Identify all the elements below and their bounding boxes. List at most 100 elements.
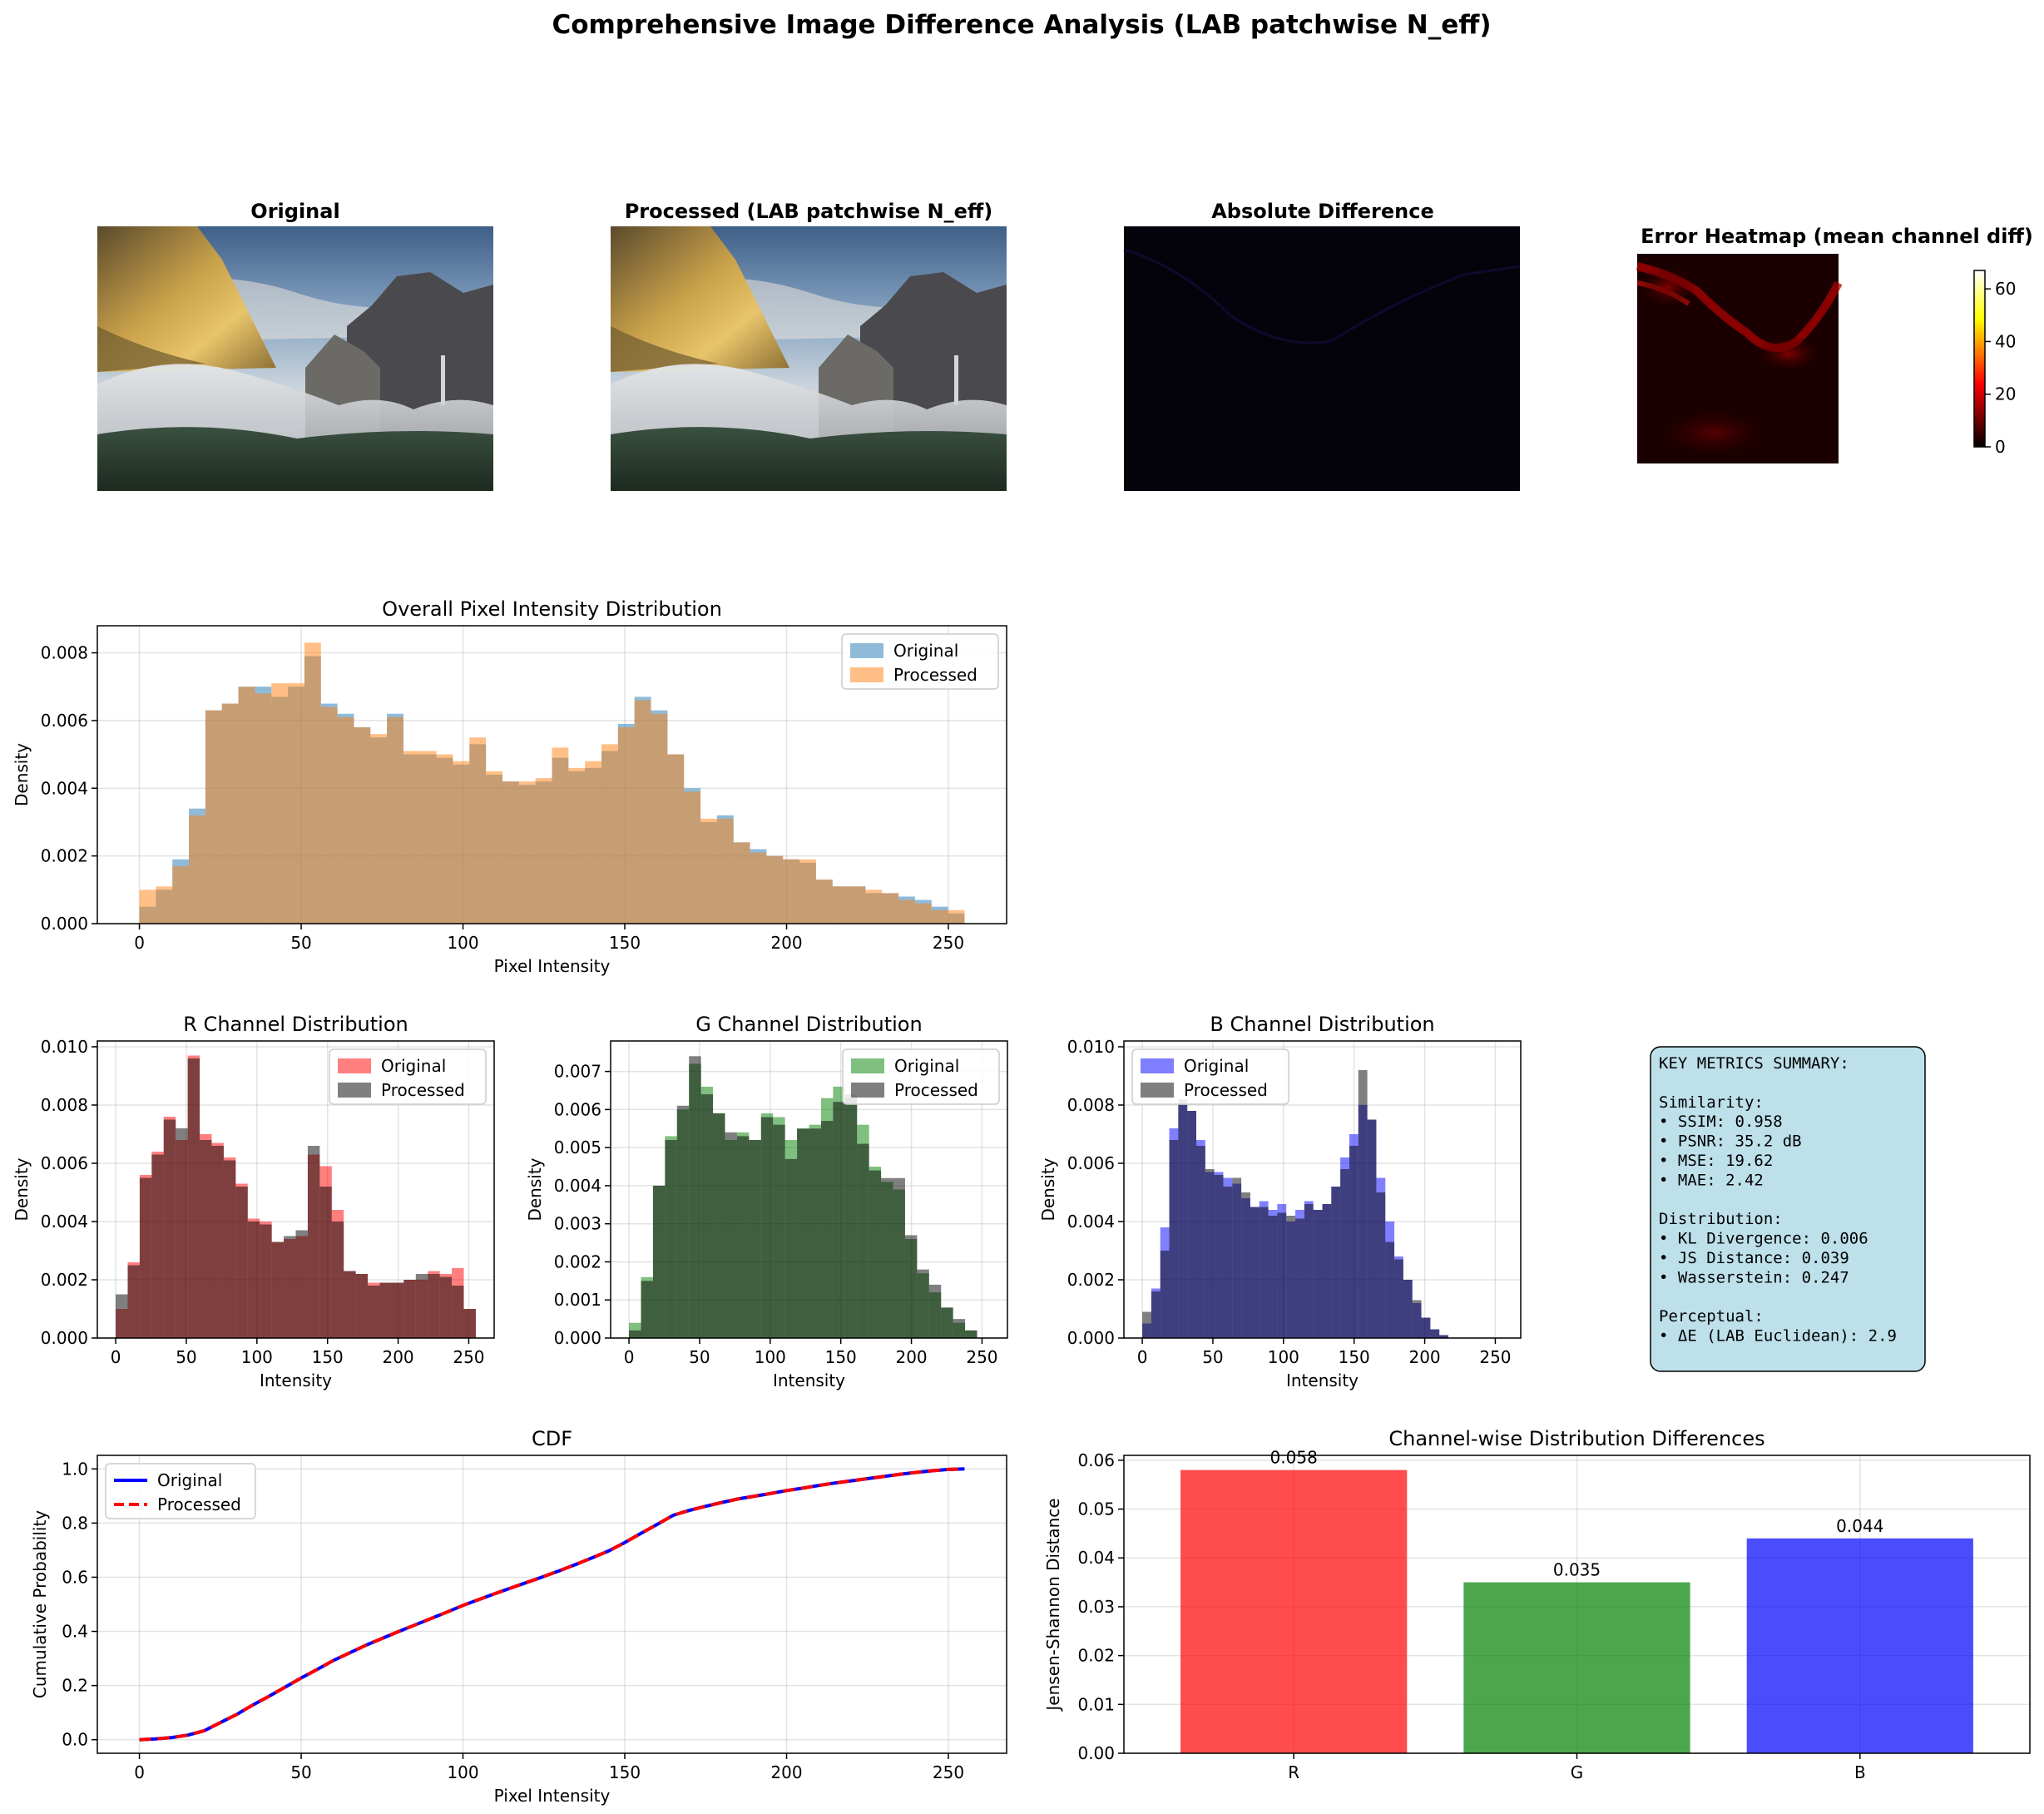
x-tick-label: G bbox=[1571, 1762, 1584, 1782]
histogram-bar bbox=[849, 886, 866, 924]
histogram-bar bbox=[1178, 1099, 1188, 1338]
x-tick-label: 100 bbox=[1268, 1347, 1299, 1367]
histogram-bar bbox=[223, 1160, 236, 1338]
legend-swatch-processed bbox=[1141, 1083, 1174, 1098]
legend-label-original: Original bbox=[381, 1056, 446, 1076]
histogram-bar bbox=[238, 686, 255, 924]
histogram-bar bbox=[271, 1242, 285, 1338]
legend: Original Processed bbox=[329, 1048, 487, 1105]
y-axis-label: Density bbox=[12, 1157, 32, 1221]
histogram-bar bbox=[1394, 1259, 1403, 1338]
colorbar-tick-label: 0 bbox=[1995, 437, 2006, 457]
metrics-line: • SSIM: 0.958 bbox=[1659, 1113, 1783, 1131]
histogram-bar bbox=[844, 1094, 858, 1338]
chart-title: R Channel Distribution bbox=[183, 1013, 408, 1036]
y-tick-label: 0.6 bbox=[62, 1567, 88, 1587]
histogram-bar bbox=[1223, 1187, 1233, 1338]
x-axis-label: Intensity bbox=[1286, 1370, 1359, 1390]
histogram-bar bbox=[344, 1271, 356, 1338]
histogram-bar bbox=[928, 1284, 942, 1338]
chart-title: G Channel Distribution bbox=[695, 1013, 922, 1036]
x-tick-label: 150 bbox=[1339, 1347, 1370, 1367]
metrics-line: • MSE: 19.62 bbox=[1659, 1152, 1773, 1170]
histogram-bar bbox=[1322, 1204, 1332, 1338]
histogram-bar bbox=[1313, 1210, 1323, 1338]
bar-b bbox=[1746, 1538, 1973, 1753]
series-processed bbox=[116, 1058, 476, 1338]
histogram-bar bbox=[713, 1113, 725, 1338]
y-tick-label: 0.000 bbox=[41, 914, 88, 934]
x-tick-label: 0 bbox=[1137, 1347, 1148, 1367]
y-tick-label: 0.010 bbox=[1067, 1037, 1115, 1057]
histogram-bar bbox=[1142, 1311, 1151, 1338]
y-tick-label: 0.003 bbox=[554, 1214, 601, 1234]
y-axis-label: Density bbox=[525, 1157, 545, 1221]
histogram-bar bbox=[881, 1177, 893, 1338]
histogram-bar bbox=[403, 1280, 416, 1338]
histogram-bar bbox=[205, 710, 222, 924]
histogram-bar bbox=[439, 1276, 453, 1338]
y-tick-label: 0.04 bbox=[1077, 1548, 1115, 1568]
legend-label-processed: Processed bbox=[157, 1494, 241, 1514]
legend-label-original: Original bbox=[1184, 1056, 1249, 1076]
y-axis-label: Cumulative Probability bbox=[30, 1510, 50, 1698]
processed-image-panel: Processed (LAB patchwise N_eff) bbox=[611, 200, 1007, 491]
b-channel-chart: 0 50 100 150 200 250 0.000 0.002 0.004 0.006 0.008… bbox=[1038, 1013, 1522, 1390]
histogram-bar bbox=[799, 859, 816, 924]
histogram-bar bbox=[820, 1121, 834, 1338]
metrics-box-background bbox=[1650, 1046, 1926, 1372]
histogram-bar bbox=[760, 1117, 774, 1338]
legend-swatch-original bbox=[1141, 1058, 1174, 1073]
histogram-bar bbox=[1430, 1329, 1440, 1338]
y-axis-label: Jensen-Shannon Distance bbox=[1043, 1498, 1063, 1712]
y-tick-label: 0.01 bbox=[1077, 1694, 1115, 1714]
histogram-bar bbox=[284, 1236, 296, 1338]
histogram-bar bbox=[865, 890, 883, 924]
chart-title: Overall Pixel Intensity Distribution bbox=[382, 597, 722, 621]
histogram-bar bbox=[1304, 1204, 1314, 1338]
processed-image bbox=[611, 226, 1007, 491]
x-tick-label: 150 bbox=[312, 1347, 344, 1367]
y-tick-label: 0.05 bbox=[1077, 1499, 1115, 1519]
original-image-title: Original bbox=[250, 200, 339, 223]
g-channel-chart: 0 50 100 150 200 250 0.000 0.001 0.002 0.003 0.004… bbox=[525, 1013, 1008, 1390]
metrics-line: • PSNR: 35.2 dB bbox=[1659, 1133, 1802, 1151]
histogram-bar bbox=[750, 852, 767, 924]
x-tick-label: 250 bbox=[933, 933, 964, 953]
histogram-bar bbox=[797, 1128, 809, 1338]
difference-image bbox=[1124, 226, 1520, 491]
y-tick-label: 0.2 bbox=[62, 1676, 88, 1696]
histogram-bar bbox=[948, 909, 965, 924]
histogram-bar bbox=[773, 1124, 785, 1338]
histogram-bar bbox=[931, 909, 948, 924]
histogram-bar bbox=[127, 1265, 140, 1338]
legend: Original Processed bbox=[841, 633, 999, 690]
histogram-bar bbox=[415, 1274, 428, 1338]
histogram-bar bbox=[486, 771, 502, 924]
x-tick-label: 150 bbox=[609, 1762, 641, 1782]
x-tick-label: 0 bbox=[624, 1347, 635, 1367]
histogram-bar bbox=[1214, 1175, 1224, 1338]
figure-title: Comprehensive Image Difference Analysis … bbox=[552, 10, 1491, 40]
histogram-bar bbox=[749, 1140, 761, 1338]
histogram-bar bbox=[634, 700, 651, 924]
original-image-panel: Original bbox=[97, 200, 493, 491]
histogram-bar bbox=[1439, 1335, 1449, 1338]
y-tick-label: 0.006 bbox=[1067, 1153, 1115, 1173]
histogram-bar bbox=[1232, 1177, 1242, 1338]
x-tick-label: 0 bbox=[111, 1347, 121, 1367]
histogram-bar bbox=[535, 778, 552, 924]
metrics-line: Similarity: bbox=[1659, 1093, 1764, 1112]
y-tick-label: 0.007 bbox=[554, 1062, 601, 1082]
metrics-line: • KL Divergence: 0.006 bbox=[1659, 1230, 1868, 1248]
histogram-bar bbox=[1421, 1317, 1431, 1338]
legend-label-processed: Processed bbox=[1184, 1080, 1268, 1100]
y-tick-label: 0.002 bbox=[554, 1251, 601, 1271]
histogram-bar bbox=[617, 727, 635, 924]
metrics-line: • JS Distance: 0.039 bbox=[1659, 1249, 1849, 1267]
x-tick-label: 100 bbox=[755, 1347, 786, 1367]
axes-frame bbox=[1123, 1040, 1522, 1339]
chart-title: CDF bbox=[532, 1427, 572, 1450]
x-tick-label: 50 bbox=[176, 1347, 196, 1367]
